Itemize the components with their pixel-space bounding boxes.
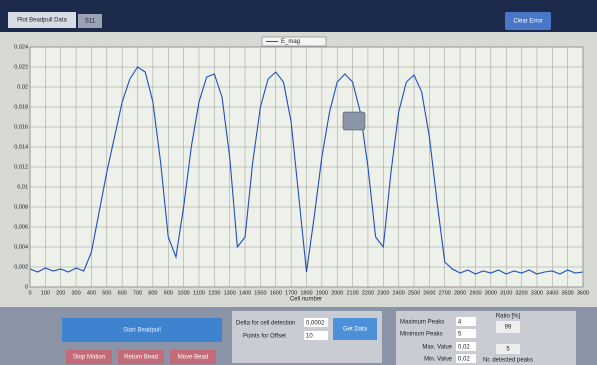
input-value: 0,0002 <box>306 321 325 327</box>
x-tick-label: 3000 <box>485 290 497 296</box>
x-tick-label: 1500 <box>254 290 266 296</box>
y-tick-label: 0,024 <box>14 44 28 50</box>
x-tick-label: 2000 <box>331 290 343 296</box>
field-label: Maximum Peaks <box>400 320 444 326</box>
tab-label: S11 <box>85 19 96 25</box>
y-tick-label: 0,016 <box>14 124 28 130</box>
x-tick-label: 1200 <box>208 290 220 296</box>
x-tick-label: 0 <box>28 290 31 296</box>
x-tick-label: 2100 <box>346 290 358 296</box>
x-tick-label: 2800 <box>454 290 466 296</box>
y-tick-label: 0,01 <box>17 184 28 190</box>
x-tick-label: 3200 <box>515 290 527 296</box>
y-tick-label: 0,022 <box>14 64 28 70</box>
x-tick-label: 1100 <box>193 290 205 296</box>
x-tick-label: 2500 <box>408 290 420 296</box>
x-tick-label: 1400 <box>239 290 251 296</box>
y-tick-label: 0,004 <box>14 244 28 250</box>
x-tick-label: 900 <box>164 290 173 296</box>
tab-label: Plot Beadpull Data <box>17 18 67 24</box>
x-tick-label: 3100 <box>500 290 512 296</box>
x-tick-label: 3400 <box>546 290 558 296</box>
field-label: Min. Value <box>424 357 453 363</box>
y-tick-label: 0,018 <box>14 104 28 110</box>
x-tick-label: 2900 <box>469 290 481 296</box>
button-label: Get Data <box>343 327 368 333</box>
x-tick-label: 1600 <box>270 290 282 296</box>
x-tick-label: 3600 <box>577 290 589 296</box>
screen: Plot Beadpull Data S11 Clear Error E_mag… <box>0 0 597 365</box>
x-tick-label: 1300 <box>224 290 236 296</box>
x-tick-label: 1700 <box>285 290 297 296</box>
x-tick-label: 3300 <box>531 290 543 296</box>
field-label: Ratio [%] <box>496 314 521 320</box>
x-tick-label: 1900 <box>316 290 328 296</box>
button-label: Move Bead <box>178 355 208 361</box>
output-value: 0,02 <box>458 345 470 351</box>
x-tick-label: 400 <box>87 290 96 296</box>
y-tick-label: 0,02 <box>17 84 28 90</box>
cursor-control[interactable] <box>343 112 365 130</box>
field-label: Nr. detected peaks <box>483 358 533 364</box>
x-tick-label: 2700 <box>439 290 451 296</box>
x-tick-label: 2300 <box>377 290 389 296</box>
y-tick-label: 0 <box>25 284 28 290</box>
y-tick-label: 0,014 <box>14 144 28 150</box>
x-axis-label: Cell number <box>290 297 322 303</box>
field-label: Minimum Peaks <box>400 332 443 338</box>
field-label: Delta for cell detection <box>236 321 295 327</box>
x-tick-label: 700 <box>133 290 142 296</box>
x-tick-label: 500 <box>102 290 111 296</box>
y-tick-label: 0,002 <box>14 264 28 270</box>
x-tick-label: 300 <box>71 290 80 296</box>
x-tick-label: 2200 <box>362 290 374 296</box>
button-label: Clear Error <box>513 19 542 25</box>
x-tick-label: 600 <box>118 290 127 296</box>
x-tick-label: 3500 <box>562 290 574 296</box>
x-tick-label: 1000 <box>177 290 189 296</box>
y-tick-label: 0,008 <box>14 204 28 210</box>
x-tick-label: 800 <box>148 290 157 296</box>
button-label: Stop Motion <box>73 355 105 361</box>
button-label: Return Bead <box>124 355 158 361</box>
legend-label: E_mag <box>281 39 300 45</box>
button-label: Start Beadpull <box>123 328 161 334</box>
page: Plot Beadpull Data S11 Clear Error E_mag… <box>0 0 597 365</box>
input-value: 10 <box>306 334 313 340</box>
output-value: 99 <box>505 325 512 331</box>
x-tick-label: 2600 <box>423 290 435 296</box>
x-tick-label: 2400 <box>393 290 405 296</box>
y-tick-label: 0,012 <box>14 164 28 170</box>
field-label: Max. Value <box>422 345 452 351</box>
x-tick-label: 1800 <box>300 290 312 296</box>
y-tick-label: 0,006 <box>14 224 28 230</box>
field-label: Points for Offset <box>243 334 286 340</box>
output-value: 0,02 <box>458 357 470 363</box>
x-tick-label: 200 <box>56 290 65 296</box>
x-tick-label: 100 <box>41 290 50 296</box>
